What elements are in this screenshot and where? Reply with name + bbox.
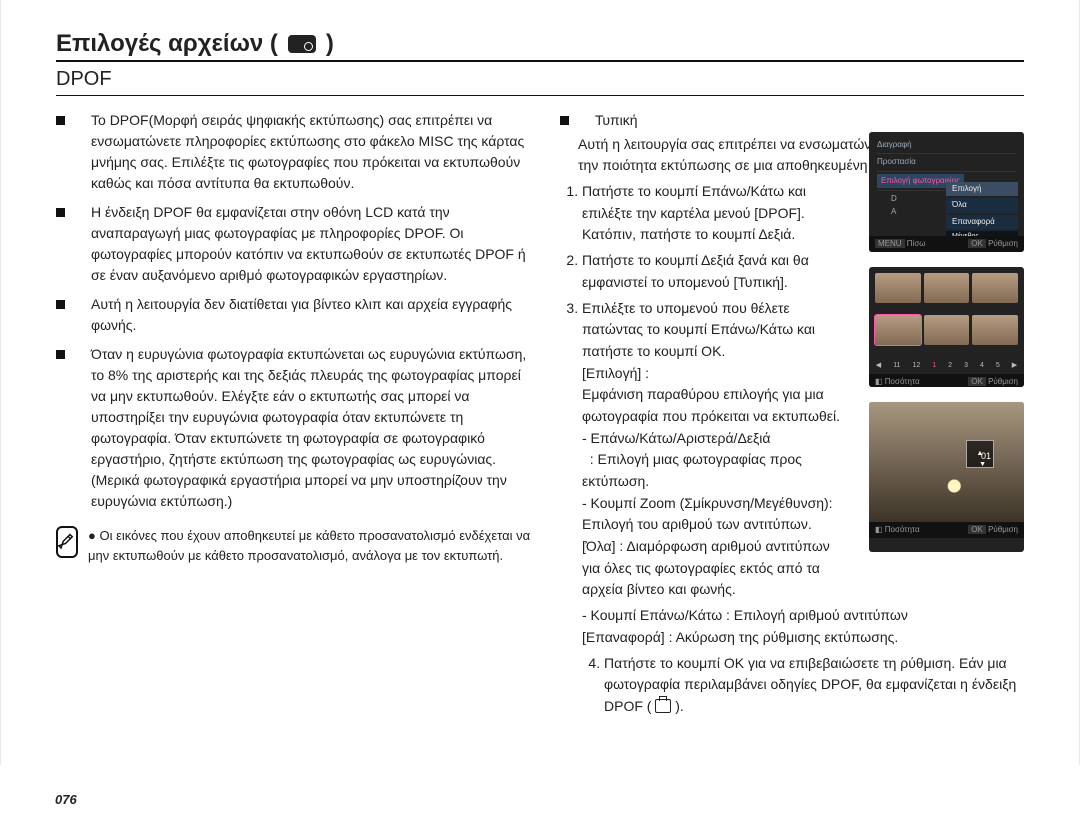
bullet-icon: [560, 116, 569, 125]
fig3-set: Ρύθμιση: [988, 525, 1018, 534]
bullet-icon: [56, 116, 65, 125]
title-text: Επιλογές αρχείων (: [56, 30, 278, 58]
thumb: [924, 273, 970, 303]
bullet-icon: [56, 300, 65, 309]
step-3: Επιλέξτε το υπομενού που θέλετε πατώντας…: [582, 298, 850, 602]
file-options-icon: [288, 35, 316, 53]
step-3h: [Επαναφορά] : Ακύρωση της ρύθμισης εκτύπ…: [582, 629, 898, 645]
thumb: [924, 315, 970, 345]
photo-preview: ▲ 01 ▼: [869, 402, 1024, 522]
thumb-selected: [875, 315, 921, 345]
step-2: Πατήστε το κουμπί Δεξιά ξανά και θα εμφα…: [582, 250, 850, 293]
left-b2: Η ένδειξη DPOF θα εμφανίζεται στην οθόνη…: [91, 202, 536, 286]
bullet-icon: [56, 208, 65, 217]
top-rule: [56, 60, 1024, 62]
bullet-icon: [56, 350, 65, 359]
fig3-qty: Ποσότητα: [885, 525, 920, 534]
mid-rule: [56, 95, 1024, 96]
left-b3: Αυτή η λειτουργία δεν διατίθεται για βίν…: [91, 294, 536, 336]
step-3g: - Κουμπί Επάνω/Κάτω : Επιλογή αριθμού αν…: [582, 607, 908, 623]
step-3b: [Επιλογή] :: [582, 365, 649, 381]
fig2-pager: ◀ 11 12 1 2 3 4 5 ▶: [869, 361, 1024, 372]
fig1-opt3: Επαναφορά: [946, 215, 1018, 229]
step-3c: Εμφάνιση παραθύρου επιλογής για μια φωτο…: [582, 386, 840, 424]
page-number: 076: [55, 792, 77, 807]
figure-menu-dpof: Διαγραφή Προστασία Επιλογή φωτογραφίας D…: [869, 132, 1024, 252]
note-body: ● Οι εικόνες που έχουν αποθηκευτεί με κά…: [88, 526, 536, 565]
thumb: [875, 273, 921, 303]
step-1: Πατήστε το κουμπί Επάνω/Κάτω και επιλέξτ…: [582, 181, 850, 246]
right-column: Τυπική Αυτή η λειτουργία σας επιτρέπει ν…: [560, 102, 1024, 722]
thumb: [972, 315, 1018, 345]
printer-icon: [655, 699, 671, 713]
right-sub: Τυπική: [595, 110, 638, 132]
fig2-qty: Ποσότητα: [885, 377, 920, 386]
section-subtitle: DPOF: [56, 68, 1024, 91]
thumb: [972, 273, 1018, 303]
left-column: Το DPOF(Μορφή σειράς ψηφιακής εκτύπωσης)…: [56, 102, 536, 722]
fig1-top: Διαγραφή: [877, 137, 1016, 154]
fig1-set: Ρύθμιση: [988, 239, 1018, 248]
fig1-opt1: Επιλογή: [946, 182, 1018, 196]
step-4: Πατήστε το κουμπί OK για να επιβεβαιώσετ…: [604, 653, 1024, 718]
step-3d2: : Επιλογή μιας φωτογραφίας προς εκτύπωση…: [582, 451, 802, 489]
fig1-opt2: Όλα: [946, 198, 1018, 212]
title-close: ): [326, 30, 334, 58]
note-text: Οι εικόνες που έχουν αποθηκευτεί με κάθε…: [88, 528, 530, 563]
step-3d: - Επάνω/Κάτω/Αριστερά/Δεξιά: [582, 430, 771, 446]
step-3e: - Κουμπί Zoom (Σμίκρυνση/Μεγέθυνση): Επι…: [582, 495, 833, 533]
left-b4: Όταν η ευρυγώνια φωτογραφία εκτυπώνεται …: [91, 344, 536, 512]
step-3a: Επιλέξτε το υπομενού που θέλετε πατώντας…: [582, 300, 815, 359]
figure-photo: ▲ 01 ▼ ◧ Ποσότητα OK Ρύθμιση: [869, 402, 1024, 552]
step-4b: ).: [675, 698, 684, 714]
note-icon: [56, 526, 78, 558]
figure-thumbnails: ◀ 11 12 1 2 3 4 5 ▶ ◧ Ποσότητα OK Ρύθμισ…: [869, 267, 1024, 387]
fig2-set: Ρύθμιση: [988, 377, 1018, 386]
page-title: Επιλογές αρχείων ( ): [56, 30, 1024, 58]
left-b1: Το DPOF(Μορφή σειράς ψηφιακής εκτύπωσης)…: [91, 110, 536, 194]
fig1-back: Πίσω: [907, 239, 926, 248]
step-3f: [Όλα] : Διαμόρφωση αριθμού αντιτύπων για…: [582, 538, 830, 597]
